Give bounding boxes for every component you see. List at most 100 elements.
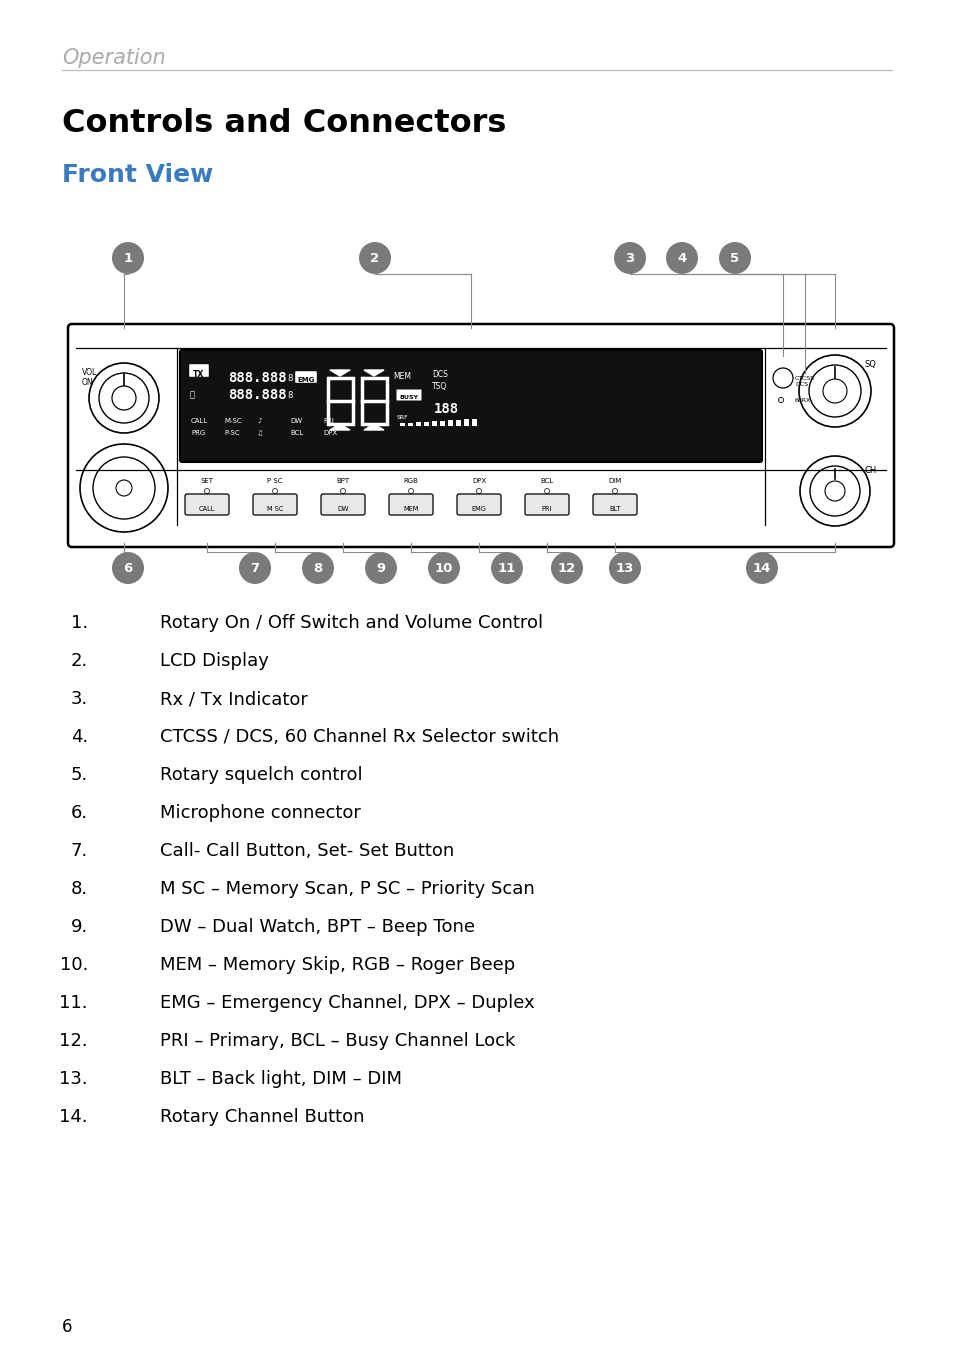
Text: Rotary Channel Button: Rotary Channel Button [160,1109,364,1126]
Text: 12.: 12. [59,1032,88,1051]
Text: 188: 188 [434,402,458,416]
Text: 2.: 2. [71,652,88,671]
Text: 10.: 10. [59,956,88,973]
Circle shape [428,552,459,584]
Text: Operation: Operation [62,49,166,68]
Text: DW: DW [337,506,349,512]
Text: CALL: CALL [191,418,208,425]
Circle shape [273,488,277,493]
Text: M SC – Memory Scan, P SC – Priority Scan: M SC – Memory Scan, P SC – Priority Scan [160,880,535,898]
Text: BCL: BCL [290,430,303,435]
Text: P-SC: P-SC [224,430,239,435]
Polygon shape [364,370,384,376]
Text: PRI – Primary, BCL – Busy Channel Lock: PRI – Primary, BCL – Busy Channel Lock [160,1032,515,1051]
Polygon shape [330,425,350,430]
Text: 11: 11 [497,561,516,575]
Bar [463,419,469,426]
Text: TSQ: TSQ [432,383,447,391]
Text: 5: 5 [730,251,739,265]
Text: DW – Dual Watch, BPT – Beep Tone: DW – Dual Watch, BPT – Beep Tone [160,918,475,936]
Text: ♫: ♫ [256,430,263,435]
Text: DIM: DIM [608,479,621,484]
Bar [423,422,429,426]
Text: 13: 13 [616,561,634,575]
Bar [416,422,420,426]
Text: PRG: PRG [191,430,205,435]
Text: 60RX: 60RX [794,397,810,403]
Text: EMG: EMG [297,377,314,383]
Text: M SC: M SC [267,506,283,512]
Text: 3.: 3. [71,690,88,708]
Text: DPX: DPX [323,430,336,435]
Circle shape [112,552,144,584]
Text: Rotary On / Off Switch and Volume Control: Rotary On / Off Switch and Volume Contro… [160,614,542,631]
Circle shape [204,488,210,493]
Text: BCL: BCL [539,479,553,484]
Text: 14: 14 [752,561,770,575]
FancyBboxPatch shape [593,493,637,515]
Text: DW: DW [290,418,302,425]
Circle shape [612,488,617,493]
Circle shape [408,488,413,493]
FancyBboxPatch shape [253,493,296,515]
Text: ♪: ♪ [256,418,261,425]
Text: 5.: 5. [71,767,88,784]
FancyBboxPatch shape [320,493,365,515]
FancyBboxPatch shape [396,389,421,400]
Text: CTCSS / DCS, 60 Channel Rx Selector switch: CTCSS / DCS, 60 Channel Rx Selector swit… [160,727,558,746]
FancyBboxPatch shape [180,350,761,462]
Circle shape [745,552,778,584]
Text: CH: CH [864,466,877,475]
Text: 4: 4 [677,251,686,265]
Circle shape [358,242,391,274]
Text: ⚿: ⚿ [190,389,194,399]
Circle shape [608,552,640,584]
Circle shape [614,242,645,274]
Text: 10: 10 [435,561,453,575]
Text: Rotary squelch control: Rotary squelch control [160,767,362,784]
Polygon shape [330,370,350,376]
Bar [472,419,476,426]
FancyBboxPatch shape [294,372,316,383]
Text: EMG: EMG [471,506,486,512]
Text: Rx / Tx Indicator: Rx / Tx Indicator [160,690,308,708]
Text: 8: 8 [287,391,293,400]
Text: MEM – Memory Skip, RGB – Roger Beep: MEM – Memory Skip, RGB – Roger Beep [160,956,515,973]
Circle shape [719,242,750,274]
FancyBboxPatch shape [68,324,893,548]
Text: CALL: CALL [198,506,215,512]
Text: Call- Call Button, Set- Set Button: Call- Call Button, Set- Set Button [160,842,454,860]
Text: 8.: 8. [71,880,88,898]
Circle shape [544,488,549,493]
Circle shape [340,488,345,493]
Text: 13.: 13. [59,1069,88,1088]
Bar [399,423,405,426]
Text: PRI: PRI [323,418,334,425]
Text: 11.: 11. [59,994,88,1013]
Text: 14.: 14. [59,1109,88,1126]
Circle shape [476,488,481,493]
FancyBboxPatch shape [189,364,209,377]
Text: M-SC: M-SC [224,418,241,425]
Text: DCS: DCS [432,370,447,379]
Bar [448,420,453,426]
Text: 4.: 4. [71,727,88,746]
Text: VOL
ON: VOL ON [82,368,97,388]
Text: SET: SET [200,479,213,484]
Text: RGB: RGB [403,479,418,484]
Text: SRF: SRF [396,415,408,420]
Text: MEM: MEM [403,506,418,512]
Text: 7: 7 [251,561,259,575]
Circle shape [365,552,396,584]
FancyBboxPatch shape [524,493,568,515]
FancyBboxPatch shape [389,493,433,515]
Text: 12: 12 [558,561,576,575]
Text: TX: TX [193,370,204,379]
Circle shape [302,552,334,584]
Circle shape [778,397,782,403]
FancyBboxPatch shape [185,493,229,515]
Circle shape [665,242,698,274]
Text: 7.: 7. [71,842,88,860]
Bar [408,422,413,426]
Text: 1: 1 [123,251,132,265]
